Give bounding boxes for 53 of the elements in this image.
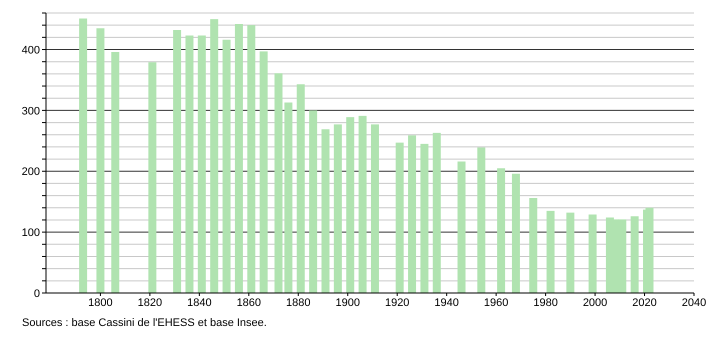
x-tick-label: 2040: [682, 296, 706, 309]
bar: [346, 117, 354, 293]
y-tick-label: 0: [34, 288, 40, 300]
bar: [111, 52, 120, 293]
x-tick-label: 1980: [533, 296, 558, 309]
bar: [477, 148, 486, 293]
bar: [546, 210, 555, 293]
x-tick-label: 2020: [632, 296, 657, 309]
bar: [630, 216, 639, 293]
y-tick-label: 300: [22, 105, 40, 118]
bar: [222, 40, 231, 293]
bar: [296, 84, 305, 293]
bar: [284, 102, 292, 293]
bar: [274, 73, 282, 293]
bar: [420, 144, 428, 293]
bar: [588, 214, 597, 293]
bar: [497, 168, 506, 293]
y-tick-label: 400: [22, 44, 40, 56]
bar: [370, 124, 379, 293]
bar: [173, 30, 182, 293]
bar: [408, 135, 416, 293]
bar: [358, 116, 367, 293]
bar: [529, 198, 538, 293]
bar: [321, 129, 330, 293]
source-note: Sources : base Cassini de l'EHESS et base Insee.: [22, 317, 268, 329]
bar: [198, 36, 206, 293]
x-tick-label: 1960: [484, 296, 508, 309]
bar: [210, 19, 218, 293]
bar: [309, 110, 318, 293]
x-tick-label: 1900: [336, 296, 360, 309]
bar: [148, 62, 156, 293]
x-tick-label: 1860: [236, 296, 262, 309]
x-tick-label: 1820: [138, 296, 162, 309]
bar: [247, 25, 256, 293]
bar: [334, 124, 342, 293]
bar: [96, 28, 104, 293]
bar: [396, 142, 404, 293]
x-tick-label: 1880: [286, 296, 311, 309]
bar: [234, 24, 243, 293]
bar: [458, 162, 466, 293]
bar: [566, 212, 574, 293]
x-tick-label: 1920: [384, 296, 410, 309]
y-tick-label: 200: [22, 166, 40, 178]
x-tick-label: 1840: [187, 296, 212, 309]
bar: [512, 174, 520, 293]
bar: [432, 132, 441, 293]
x-tick-label: 1940: [434, 296, 459, 309]
bar: [79, 18, 88, 293]
x-tick-label: 1800: [88, 296, 113, 309]
x-tick-label: 2000: [582, 296, 608, 309]
bar: [185, 36, 194, 293]
bar: [260, 51, 268, 293]
y-tick-label: 100: [22, 227, 40, 240]
